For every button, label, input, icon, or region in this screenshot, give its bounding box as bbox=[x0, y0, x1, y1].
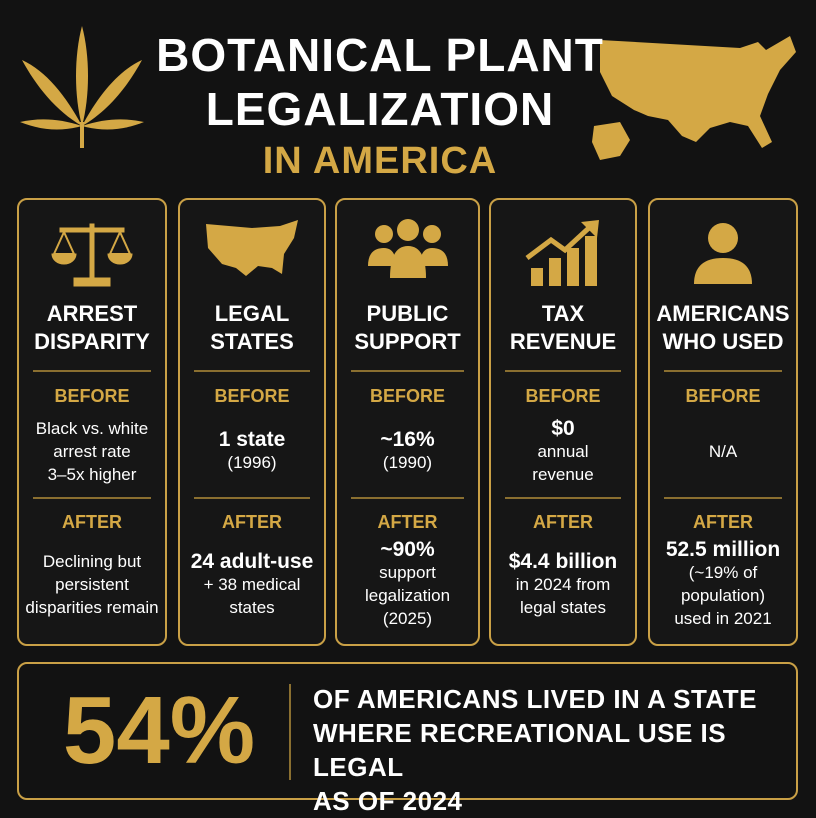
card-title-line: PUBLIC bbox=[366, 301, 449, 326]
leaf-icon bbox=[20, 26, 144, 148]
card: TAX REVENUE BEFORE $0 annual revenue AFTER $4.4… bbox=[489, 198, 637, 646]
after-line: support bbox=[379, 563, 436, 582]
after-text: 24 adult-use + 38 medical states bbox=[184, 536, 320, 632]
card-title-line: WHO USED bbox=[662, 329, 784, 354]
footer-stat: 54% bbox=[62, 677, 256, 784]
card-title: AMERICANS WHO USED bbox=[650, 300, 796, 356]
footer-line: OF AMERICANS LIVED IN A STATE bbox=[313, 684, 757, 714]
divider bbox=[33, 370, 151, 372]
before-text: ~16% (1990) bbox=[341, 408, 474, 494]
before-line: arrest rate bbox=[53, 441, 131, 461]
people-icon bbox=[367, 219, 448, 278]
card-title: ARREST DISPARITY bbox=[19, 300, 165, 356]
before-line: 1 state bbox=[218, 428, 286, 451]
before-label: BEFORE bbox=[54, 386, 130, 406]
before-text: $0 annual revenue bbox=[495, 408, 631, 494]
card-title: TAX REVENUE bbox=[491, 300, 635, 356]
divider bbox=[505, 497, 621, 499]
before-label: BEFORE bbox=[214, 386, 290, 406]
scales-icon bbox=[51, 223, 133, 287]
before-line: N/A bbox=[708, 441, 738, 461]
before-line: ~16% bbox=[380, 428, 435, 451]
card: LEGAL STATES BEFORE 1 state (1996) AFTER 24 ad… bbox=[178, 198, 326, 646]
before-text: N/A bbox=[654, 408, 792, 494]
divider bbox=[351, 497, 464, 499]
us-map-icon bbox=[206, 220, 298, 276]
card-title-line: AMERICANS bbox=[656, 301, 790, 326]
title-line: LEGALIZATION bbox=[205, 83, 555, 135]
after-line: states bbox=[229, 597, 275, 617]
chart-icon bbox=[525, 220, 599, 286]
card-title-line: DISPARITY bbox=[34, 329, 150, 354]
after-line: in 2024 from bbox=[515, 574, 611, 594]
after-line: used in 2021 bbox=[674, 609, 772, 628]
divider bbox=[351, 370, 464, 372]
card-title-line: SUPPORT bbox=[354, 329, 461, 354]
us-map-icon bbox=[592, 36, 796, 160]
after-text: ~90% support legalization (2025) bbox=[341, 536, 474, 632]
card-title-line: STATES bbox=[210, 329, 294, 354]
divider bbox=[289, 684, 291, 780]
after-line: 52.5 million bbox=[665, 538, 781, 561]
before-line: Black vs. white bbox=[35, 418, 149, 438]
after-line: persistent bbox=[55, 574, 129, 594]
before-line: $0 bbox=[551, 416, 575, 440]
divider bbox=[505, 370, 621, 372]
card-title: LEGAL STATES bbox=[180, 300, 324, 356]
after-line: ~90% bbox=[380, 538, 435, 561]
after-line: (2025) bbox=[382, 609, 433, 628]
before-line: (1996) bbox=[227, 453, 277, 472]
after-line: (~19% of bbox=[688, 563, 758, 582]
after-label: AFTER bbox=[693, 512, 753, 532]
before-line: annual bbox=[537, 441, 589, 461]
card-title-line: ARREST bbox=[46, 301, 138, 326]
before-label: BEFORE bbox=[685, 386, 761, 406]
before-text: Black vs. white arrest rate 3–5x higher bbox=[23, 408, 161, 494]
divider bbox=[664, 497, 782, 499]
divider bbox=[194, 370, 310, 372]
before-text: 1 state (1996) bbox=[184, 408, 320, 494]
footer-line: AS OF 2024 bbox=[313, 786, 463, 816]
footer-box: 54% OF AMERICANS LIVED IN A STATE WHERE R… bbox=[17, 662, 798, 816]
card: AMERICANS WHO USED BEFORE N/A AFTER 52.5 mill… bbox=[648, 198, 798, 646]
divider bbox=[664, 370, 782, 372]
after-line: $4.4 billion bbox=[508, 549, 618, 573]
after-label: AFTER bbox=[222, 512, 282, 532]
after-text: Declining but persistent disparities remai… bbox=[23, 536, 161, 632]
card-title-line: LEGAL bbox=[214, 301, 290, 326]
before-label: BEFORE bbox=[369, 386, 445, 406]
after-line: population) bbox=[680, 586, 766, 605]
card: ARREST DISPARITY BEFORE Black vs. white arre… bbox=[17, 198, 167, 646]
before-line: revenue bbox=[532, 464, 594, 484]
after-label: AFTER bbox=[377, 512, 438, 532]
after-label: AFTER bbox=[533, 512, 593, 532]
after-line: legalization bbox=[364, 586, 451, 605]
divider bbox=[194, 497, 310, 499]
before-line: 3–5x higher bbox=[47, 464, 137, 484]
after-line: legal states bbox=[520, 597, 606, 617]
person-icon bbox=[694, 223, 752, 284]
after-line: disparities remain bbox=[25, 597, 159, 617]
before-label: BEFORE bbox=[525, 386, 601, 406]
footer-line: WHERE RECREATIONAL USE IS LEGAL bbox=[313, 718, 727, 782]
footer-text: OF AMERICANS LIVED IN A STATE WHERE RECRE… bbox=[313, 682, 793, 818]
card-title: PUBLIC SUPPORT bbox=[337, 300, 478, 356]
card-title-line: REVENUE bbox=[509, 329, 617, 354]
before-line: (1990) bbox=[382, 453, 433, 472]
after-line: Declining but bbox=[42, 551, 142, 571]
divider bbox=[33, 497, 151, 499]
card-title-line: TAX bbox=[541, 301, 585, 326]
after-label: AFTER bbox=[62, 512, 122, 532]
after-line: + 38 medical bbox=[203, 574, 301, 594]
card: PUBLIC SUPPORT BEFORE ~16% (1990) AFTER ~90% su… bbox=[335, 198, 480, 646]
after-text: $4.4 billion in 2024 from legal states bbox=[495, 536, 631, 632]
subtitle: IN AMERICA bbox=[262, 140, 498, 182]
after-line: 24 adult-use bbox=[190, 549, 314, 573]
title-line: BOTANICAL PLANT bbox=[156, 29, 604, 81]
after-text: 52.5 million (~19% of population) used in 2… bbox=[654, 536, 792, 632]
